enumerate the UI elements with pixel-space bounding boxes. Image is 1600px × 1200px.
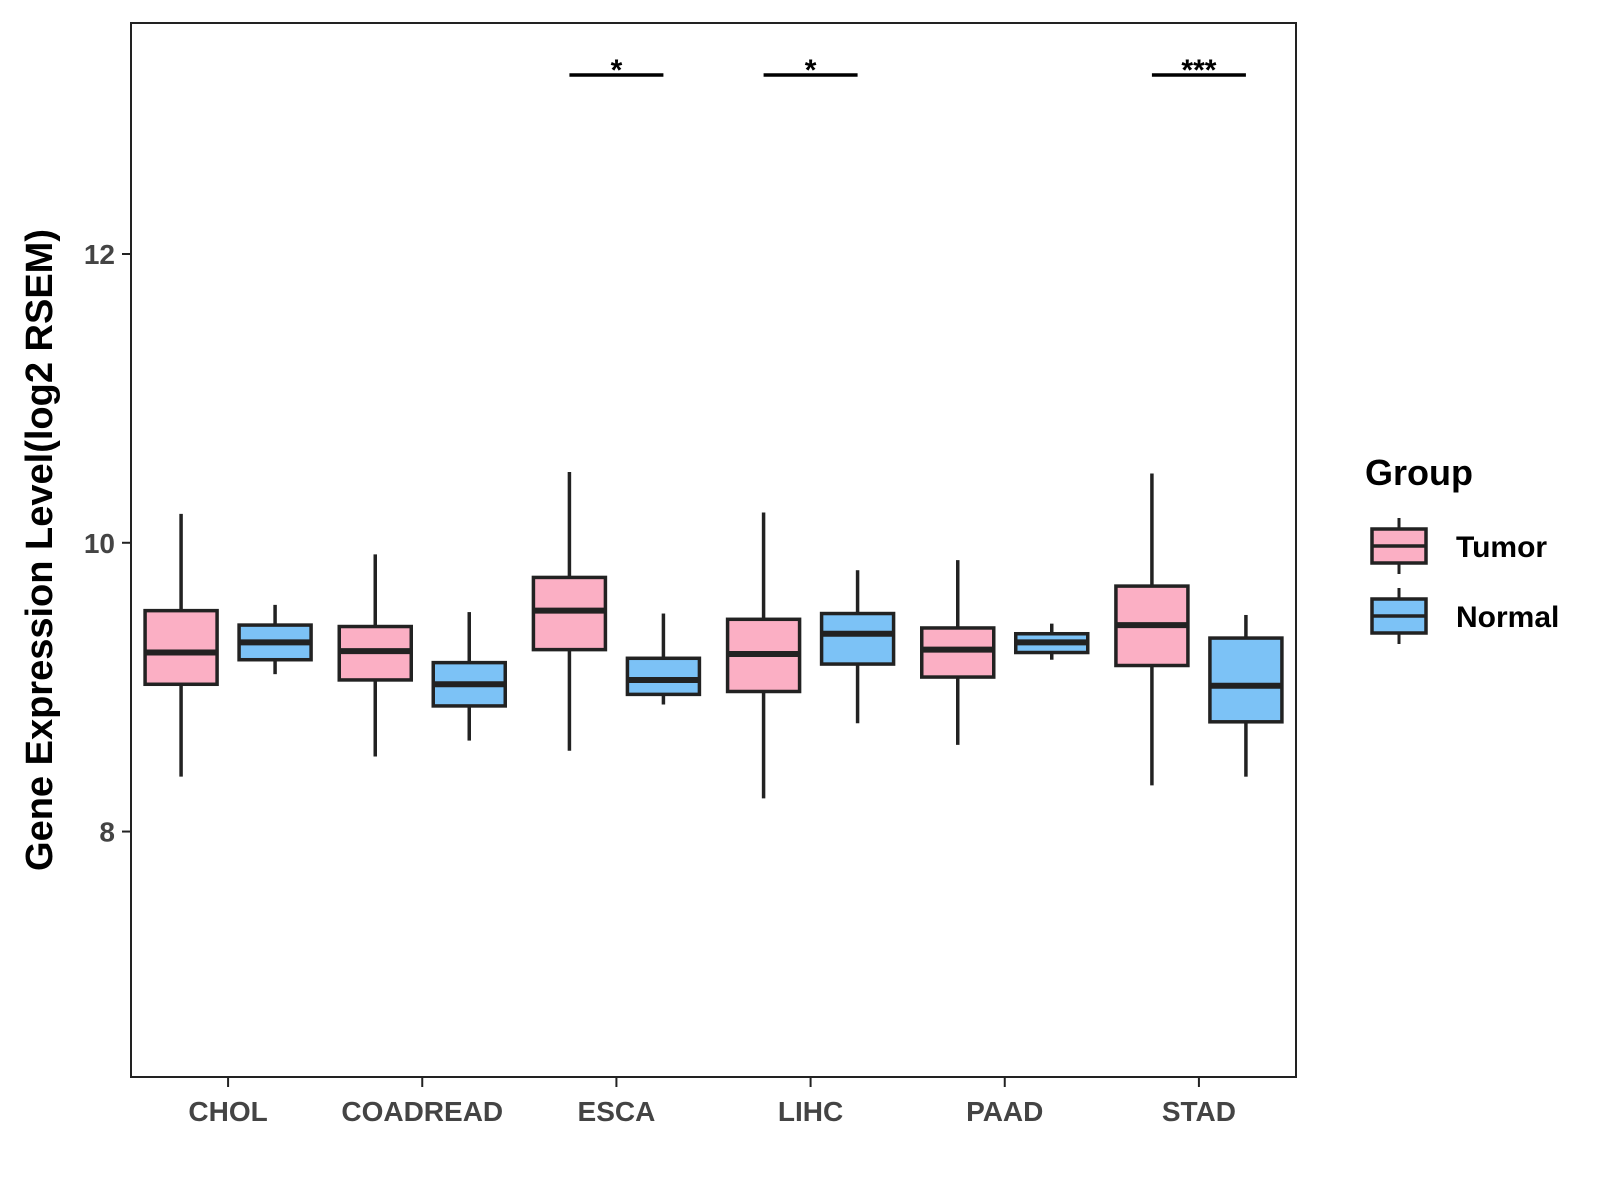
legend-label: Tumor bbox=[1456, 531, 1547, 564]
y-axis-title: Gene Expression Level(log2 RSEM) bbox=[19, 229, 61, 871]
x-tick-label: ESCA bbox=[578, 1096, 656, 1127]
box-normal-esca bbox=[625, 613, 702, 705]
significance-label: *** bbox=[1181, 54, 1216, 87]
legend-items: Tumor Normal bbox=[1370, 518, 1559, 644]
significance-stad: *** bbox=[1151, 54, 1246, 87]
x-tick-label: LIHC bbox=[778, 1096, 843, 1127]
y-tick-label: 12 bbox=[84, 239, 115, 270]
box-body bbox=[1208, 636, 1284, 724]
x-tick-label: PAAD bbox=[966, 1096, 1043, 1127]
x-tick-label: COADREAD bbox=[341, 1096, 503, 1127]
box-tumor-esca bbox=[531, 472, 608, 751]
significance-esca: * bbox=[569, 54, 664, 87]
boxplot-marks bbox=[143, 472, 1284, 799]
significance-annotations: * * *** bbox=[569, 54, 1246, 87]
legend: Group Tumor Normal bbox=[1365, 452, 1559, 644]
box-tumor-stad bbox=[1114, 473, 1190, 786]
box-tumor-chol bbox=[143, 513, 219, 777]
box-body bbox=[819, 611, 896, 666]
legend-item-normal: Normal bbox=[1370, 588, 1559, 644]
y-tick-label: 8 bbox=[99, 817, 115, 848]
plot-panel bbox=[130, 22, 1297, 1078]
legend-item-tumor: Tumor bbox=[1370, 518, 1547, 574]
box-normal-lihc bbox=[819, 570, 896, 724]
box-body bbox=[625, 656, 702, 697]
box-normal-chol bbox=[237, 604, 313, 675]
box-tumor-paad bbox=[920, 560, 996, 745]
box-normal-stad bbox=[1208, 614, 1284, 777]
x-axis: CHOL COADREAD ESCA LIHC PAAD STAD bbox=[188, 1077, 1236, 1127]
box-normal-coadread bbox=[431, 612, 507, 741]
significance-label: * bbox=[611, 54, 623, 87]
y-tick-label: 10 bbox=[84, 528, 115, 559]
legend-label: Normal bbox=[1456, 601, 1559, 634]
y-axis: 8 10 12 bbox=[84, 239, 131, 848]
x-tick-label: STAD bbox=[1162, 1096, 1236, 1127]
significance-lihc: * bbox=[763, 54, 858, 87]
box-tumor-lihc bbox=[725, 512, 802, 799]
box-tumor-coadread bbox=[337, 554, 413, 757]
box-normal-paad bbox=[1014, 623, 1090, 660]
x-tick-label: CHOL bbox=[188, 1096, 267, 1127]
legend-title: Group bbox=[1365, 452, 1473, 493]
significance-label: * bbox=[805, 54, 817, 87]
box-body bbox=[143, 608, 219, 687]
